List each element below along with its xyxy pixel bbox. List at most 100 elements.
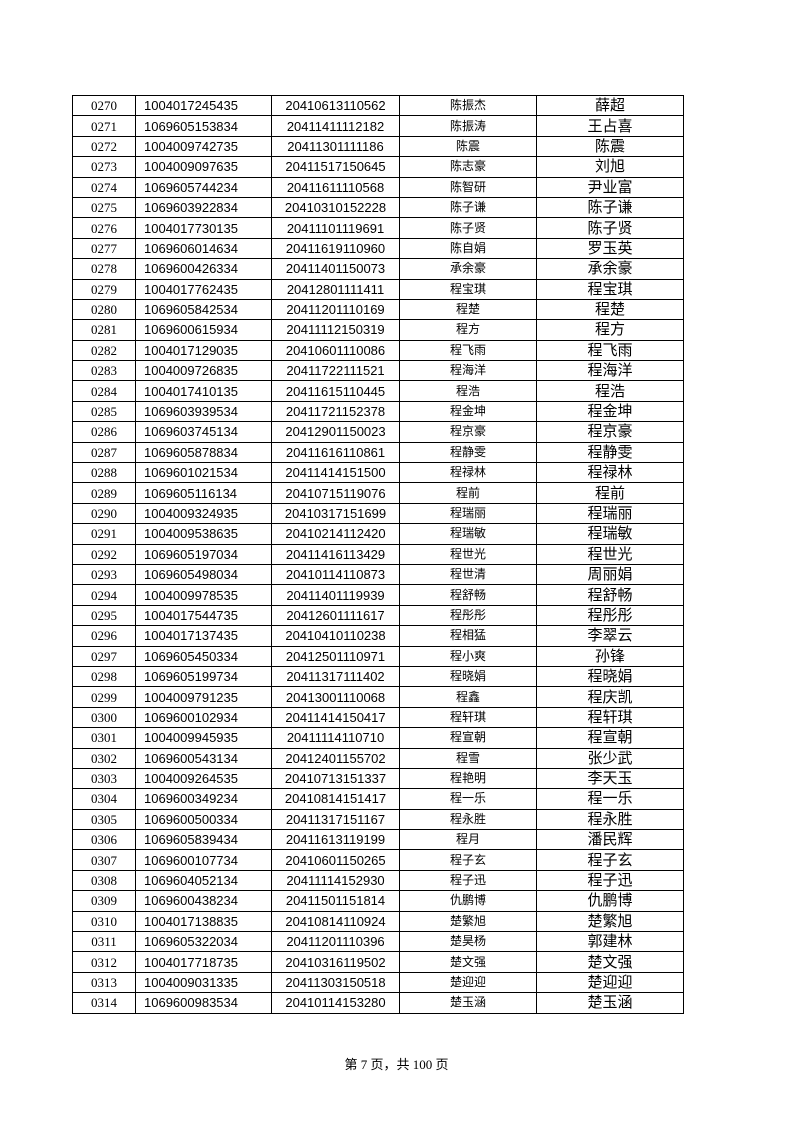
table-cell: 0276: [72, 217, 136, 239]
table-cell: 李天玉: [536, 767, 684, 790]
table-cell: 程飞雨: [399, 339, 537, 362]
table-cell: 20410410110238: [271, 625, 400, 647]
table-cell: 20412401155702: [271, 747, 400, 769]
table-cell: 1069601021534: [135, 462, 272, 484]
table-cell: 仇鹏博: [399, 890, 537, 912]
table-cell: 1004009726835: [135, 360, 272, 382]
table-row: 0300 1069600102934 20411414150417 程轩琪 程轩琪: [72, 706, 684, 729]
table-cell: 0271: [72, 115, 136, 137]
table-row: 0295 1004017544735 20412601111617 程彤彤 程彤彤: [72, 604, 684, 627]
table-cell: 20411201110396: [271, 931, 400, 953]
table-cell: 1004009538635: [135, 523, 272, 545]
table-cell: 1069600102934: [135, 706, 272, 729]
table-cell: 程瑞丽: [399, 502, 537, 525]
table-cell: 20410317151699: [271, 502, 400, 525]
table-row: 0301 1004009945935 20411114110710 程宣朝 程宣朝: [72, 727, 684, 749]
table-cell: 20411721152378: [271, 400, 400, 423]
table-cell: 程子迅: [399, 869, 537, 892]
table-row: 0279 1004017762435 20412801111411 程宝琪 程宝琪: [72, 278, 684, 300]
table-cell: 陈智研: [399, 176, 537, 198]
table-row: 0277 1069606014634 20411619110960 陈自娟 罗玉英: [72, 237, 684, 260]
table-row: 0307 1069600107734 20410601150265 程子玄 程子玄: [72, 849, 684, 871]
table-cell: 程月: [399, 829, 537, 851]
table-cell: 程楚: [536, 298, 684, 321]
table-cell: 20410316119502: [271, 951, 400, 973]
table-cell: 0307: [72, 849, 136, 871]
table-cell: 程相猛: [399, 625, 537, 647]
table-cell: 0279: [72, 278, 136, 300]
table-cell: 程世光: [399, 543, 537, 565]
table-cell: 程浩: [399, 380, 537, 402]
table-cell: 0291: [72, 523, 136, 545]
table-cell: 陈子贤: [536, 217, 684, 239]
table-cell: 程一乐: [399, 788, 537, 810]
table-cell: 王占喜: [536, 115, 684, 137]
table-cell: 0277: [72, 237, 136, 260]
table-cell: 1004009324935: [135, 502, 272, 525]
table-cell: 郭建林: [536, 931, 684, 953]
table-cell: 1069605839434: [135, 829, 272, 851]
table-row: 0309 1069600438234 20411501151814 仇鹏博 仇鹏博: [72, 890, 684, 912]
table-cell: 李翠云: [536, 625, 684, 647]
table-cell: 程京豪: [399, 421, 537, 443]
table-cell: 1004009264535: [135, 767, 272, 790]
table-cell: 1004017245435: [135, 94, 272, 117]
table-cell: 周丽娟: [536, 563, 684, 586]
table-cell: 20411416113429: [271, 543, 400, 565]
table-row: 0311 1069605322034 20411201110396 楚昊杨 郭建林: [72, 931, 684, 953]
table-row: 0314 1069600983534 20410114153280 楚玉涵 楚玉涵: [72, 992, 684, 1014]
table-cell: 程世光: [536, 543, 684, 565]
table-cell: 1069605450334: [135, 645, 272, 667]
table-cell: 20410601110086: [271, 339, 400, 362]
table-cell: 陈震: [399, 135, 537, 158]
table-cell: 0273: [72, 156, 136, 178]
table-row: 0294 1004009978535 20411401119939 程舒畅 程舒畅: [72, 584, 684, 606]
table-cell: 20411517150645: [271, 156, 400, 178]
table-cell: 1069604052134: [135, 869, 272, 892]
table-cell: 0290: [72, 502, 136, 525]
table-row: 0271 1069605153834 20411411112182 陈振涛 王占喜: [72, 115, 684, 137]
table-cell: 0305: [72, 808, 136, 831]
table-cell: 陈子谦: [399, 196, 537, 219]
table-cell: 20411613119199: [271, 829, 400, 851]
table-cell: 1004009031335: [135, 971, 272, 994]
table-cell: 1004017718735: [135, 951, 272, 973]
table-cell: 0306: [72, 829, 136, 851]
table-row: 0296 1004017137435 20410410110238 程相猛 李翠云: [72, 625, 684, 647]
table-cell: 0282: [72, 339, 136, 362]
table-cell: 程静雯: [399, 441, 537, 464]
table-cell: 1069606014634: [135, 237, 272, 260]
table-cell: 20410613110562: [271, 94, 400, 117]
table-cell: 程小爽: [399, 645, 537, 667]
table-cell: 程禄林: [399, 462, 537, 484]
table-cell: 程彤彤: [399, 604, 537, 627]
table-cell: 承余豪: [399, 258, 537, 280]
table-cell: 1069600426334: [135, 258, 272, 280]
table-cell: 程宝琪: [536, 278, 684, 300]
table-cell: 1004017138835: [135, 910, 272, 933]
table-cell: 程禄林: [536, 462, 684, 484]
table-cell: 1004009742735: [135, 135, 272, 158]
table-row: 0286 1069603745134 20412901150023 程京豪 程京豪: [72, 421, 684, 443]
table-cell: 楚繁旭: [399, 910, 537, 933]
table-cell: 0278: [72, 258, 136, 280]
table-row: 0288 1069601021534 20411414151500 程禄林 程禄林: [72, 462, 684, 484]
table-row: 0297 1069605450334 20412501110971 程小爽 孙锋: [72, 645, 684, 667]
table-cell: 陈志豪: [399, 156, 537, 178]
table-cell: 程晓娟: [399, 665, 537, 688]
table-cell: 1069600543134: [135, 747, 272, 769]
table-cell: 1069600615934: [135, 319, 272, 341]
table-cell: 陈子贤: [399, 217, 537, 239]
table-cell: 程方: [399, 319, 537, 341]
table-cell: 1069600107734: [135, 849, 272, 871]
table-cell: 陈振涛: [399, 115, 537, 137]
table-cell: 0308: [72, 869, 136, 892]
table-cell: 20412601111617: [271, 604, 400, 627]
table-cell: 20410713151337: [271, 767, 400, 790]
table-cell: 0297: [72, 645, 136, 667]
table-cell: 0309: [72, 890, 136, 912]
table-cell: 程瑞敏: [536, 523, 684, 545]
table-cell: 0284: [72, 380, 136, 402]
table-cell: 1069605744234: [135, 176, 272, 198]
table-row: 0298 1069605199734 20411317111402 程晓娟 程晓娟: [72, 665, 684, 688]
